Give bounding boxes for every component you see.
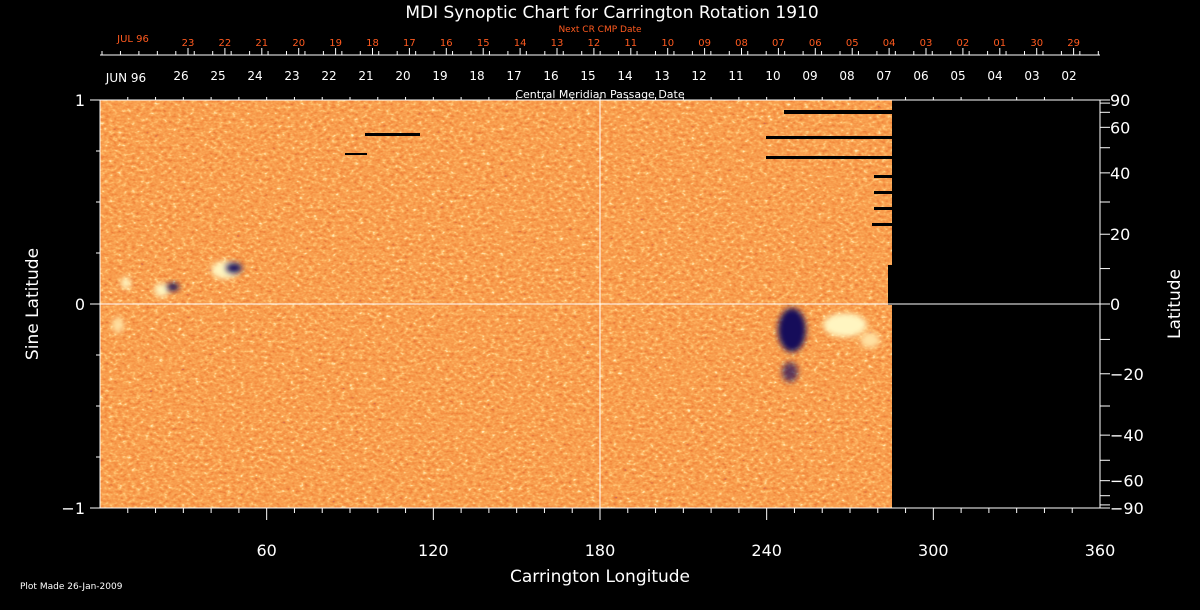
cmp-date-label: 14 xyxy=(617,69,632,83)
next-cr-date-label: 06 xyxy=(809,38,822,49)
cmp-date-label: 16 xyxy=(543,69,558,83)
cmp-date-label: 15 xyxy=(580,69,595,83)
y-right-tick-label: 40 xyxy=(1110,164,1130,183)
y-axis-label-right: Latitude xyxy=(1165,269,1185,339)
y-right-tick-label: 60 xyxy=(1110,118,1130,137)
cmp-date-label: 24 xyxy=(247,69,262,83)
cmp-date-label: 19 xyxy=(432,69,447,83)
next-cr-date-label: 09 xyxy=(698,38,711,49)
cmp-date-label: 17 xyxy=(506,69,521,83)
next-cr-date-label: 23 xyxy=(182,38,195,49)
x-tick-label: 180 xyxy=(585,541,616,560)
chart-title: MDI Synoptic Chart for Carrington Rotati… xyxy=(405,3,818,23)
y-right-tick-label: −60 xyxy=(1110,472,1144,491)
cmp-date-label: 06 xyxy=(913,69,928,83)
next-cr-date-label: 07 xyxy=(772,38,785,49)
next-cr-date-label: 04 xyxy=(883,38,896,49)
x-tick-label: 360 xyxy=(1085,541,1116,560)
cmp-date-label: 22 xyxy=(321,69,336,83)
next-cr-date-label: 02 xyxy=(957,38,970,49)
next-cr-date-label: 05 xyxy=(846,38,859,49)
next-cr-month-label: JUL 96 xyxy=(116,34,149,45)
y-right-tick-label: 90 xyxy=(1110,91,1130,110)
y-left-tick-label: 0 xyxy=(75,295,85,314)
next-cr-date-label: 21 xyxy=(255,38,268,49)
cmp-date-label: 18 xyxy=(469,69,484,83)
next-cr-axis: Next CR CMP Date JUL 96 23 22 21 20 19 18 17 16… xyxy=(100,25,1100,56)
magnetogram-map xyxy=(99,99,1101,509)
cmp-date-label: 07 xyxy=(876,69,891,83)
next-cr-date-label: 01 xyxy=(993,38,1006,49)
next-cr-date-label: 11 xyxy=(624,38,637,49)
y-axis-label-left: Sine Latitude xyxy=(23,248,43,360)
y-right-tick-label: −40 xyxy=(1110,426,1144,445)
next-cr-date-label: 03 xyxy=(920,38,933,49)
cmp-date-label: 12 xyxy=(691,69,706,83)
cmp-date-label: 02 xyxy=(1061,69,1076,83)
next-cr-date-label: 13 xyxy=(551,38,564,49)
y-right-tick-label: −20 xyxy=(1110,365,1144,384)
cmp-date-label: 25 xyxy=(210,69,225,83)
plot-made-footer: Plot Made 26-Jan-2009 xyxy=(20,582,123,592)
cmp-date-label: 11 xyxy=(728,69,743,83)
next-cr-axis-label: Next CR CMP Date xyxy=(558,25,642,35)
cmp-date-label: 09 xyxy=(802,69,817,83)
x-tick-label: 300 xyxy=(918,541,949,560)
next-cr-date-label: 22 xyxy=(219,38,232,49)
x-tick-label: 60 xyxy=(256,541,276,560)
cmp-date-label: 05 xyxy=(950,69,965,83)
x-axis: 60 120 180 240 300 360 xyxy=(127,97,1116,560)
cmp-date-label: 13 xyxy=(654,69,669,83)
cmp-date-label: 08 xyxy=(839,69,854,83)
cmp-date-label: 04 xyxy=(987,69,1002,83)
next-cr-date-label: 19 xyxy=(329,38,342,49)
y-left-tick-label: −1 xyxy=(61,499,85,518)
next-cr-date-label: 30 xyxy=(1030,38,1043,49)
cmp-date-label: 23 xyxy=(284,69,299,83)
next-cr-date-label: 08 xyxy=(735,38,748,49)
next-cr-date-label: 16 xyxy=(440,38,453,49)
next-cr-date-label: 10 xyxy=(661,38,674,49)
next-cr-date-label: 17 xyxy=(403,38,416,49)
next-cr-date-label: 29 xyxy=(1067,38,1080,49)
cmp-date-label: 03 xyxy=(1024,69,1039,83)
left-y-axis: −1 0 1 xyxy=(61,91,100,518)
next-cr-date-label: 18 xyxy=(366,38,379,49)
y-left-tick-label: 1 xyxy=(75,91,85,110)
missing-data-stripes xyxy=(345,110,892,305)
cmp-month-label: JUN 96 xyxy=(105,71,146,85)
cmp-date-axis: JUN 96 26 25 24 23 22 21 20 19 18 17 16 15 14 13 12 11 1… xyxy=(105,69,1077,101)
x-tick-label: 120 xyxy=(418,541,449,560)
active-regions xyxy=(112,261,880,382)
y-right-tick-label: 0 xyxy=(1110,295,1120,314)
cmp-date-label: 26 xyxy=(173,69,188,83)
y-right-tick-label: −90 xyxy=(1110,499,1144,518)
next-cr-date-label: 15 xyxy=(477,38,490,49)
cmp-date-label: 21 xyxy=(358,69,373,83)
right-y-axis: 90 60 40 20 0 −20 −40 −60 −90 xyxy=(1100,91,1144,518)
y-right-tick-label: 20 xyxy=(1110,225,1130,244)
cmp-date-label: 20 xyxy=(395,69,410,83)
x-axis-label: Carrington Longitude xyxy=(510,567,690,587)
cmp-date-label: 10 xyxy=(765,69,780,83)
next-cr-date-label: 20 xyxy=(292,38,305,49)
next-cr-date-label: 14 xyxy=(514,38,527,49)
meridian-label: Central Meridian Passage Date xyxy=(515,88,684,101)
next-cr-date-label: 12 xyxy=(588,38,601,49)
x-tick-label: 240 xyxy=(751,541,782,560)
